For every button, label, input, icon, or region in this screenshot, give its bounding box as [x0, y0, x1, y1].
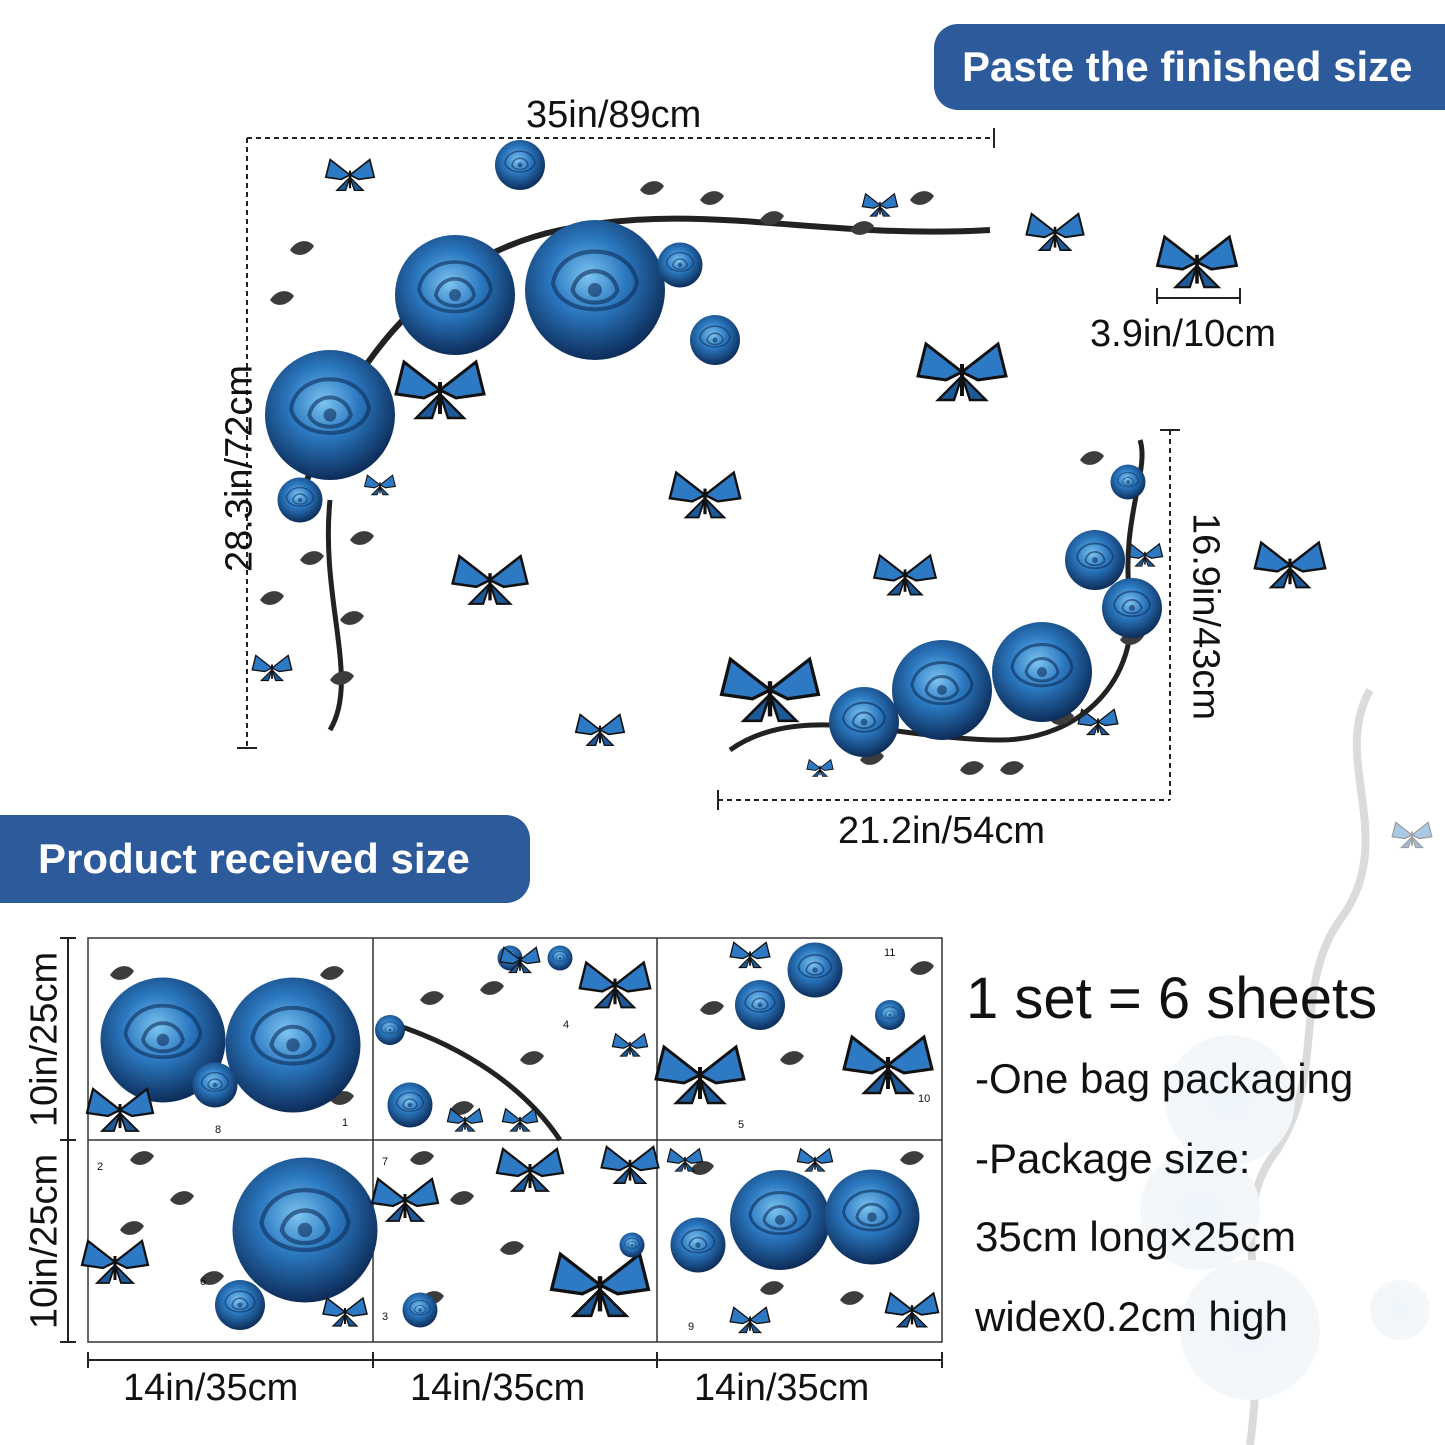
package-dims-line-2: widex0.2cm high	[975, 1293, 1288, 1340]
swag-rose-vine	[722, 439, 1163, 775]
sheet-col-width: 14in/35cm	[410, 1367, 586, 1409]
sheet-number: 9	[688, 1321, 694, 1333]
sheet-number: 1	[342, 1117, 348, 1129]
finished-size-banner-label: Paste the finished size	[962, 43, 1413, 90]
bag-packaging-text: -One bag packaging	[975, 1055, 1354, 1102]
sheet-number: 7	[382, 1156, 388, 1168]
received-size-banner: Product received size	[0, 815, 530, 903]
sheet-number: 6	[200, 1276, 206, 1288]
package-dims-line-1: 35cm long×25cm	[975, 1213, 1297, 1260]
butterfly-width-label: 3.9in/10cm	[1090, 313, 1276, 355]
sheet-col-width: 14in/35cm	[694, 1367, 870, 1409]
sheet-row-height-top: 10in/25cm	[23, 951, 66, 1128]
sheet-number: 10	[918, 1093, 930, 1105]
corner-rose-vine	[260, 139, 991, 732]
swag-height-label: 16.9in/43cm	[1184, 512, 1227, 720]
sheet-number: 4	[563, 1019, 569, 1031]
sheets-grid	[80, 937, 943, 1343]
sheet-number: 8	[215, 1124, 221, 1136]
package-size-label: -Package size:	[975, 1135, 1251, 1182]
background-vine	[1140, 688, 1430, 1445]
finished-size-banner: Paste the finished size	[934, 24, 1445, 110]
sheet-number-labels: 8 1 4 11 5 10 2 6 7 3 9	[97, 947, 930, 1333]
sheet-row-height-bottom: 10in/25cm	[23, 1153, 66, 1330]
sheet-number: 2	[97, 1161, 103, 1173]
swag-width-label: 21.2in/54cm	[838, 810, 1046, 852]
received-size-banner-label: Product received size	[38, 835, 470, 882]
corner-height-label: 28.3in/72cm	[218, 365, 261, 573]
corner-width-label: 35in/89cm	[526, 94, 702, 136]
sheet-col-width: 14in/35cm	[123, 1367, 299, 1409]
corner-dimension-lines	[60, 128, 1241, 1368]
sheet-number: 5	[738, 1119, 744, 1131]
set-count-heading: 1 set = 6 sheets	[966, 966, 1378, 1031]
sheet-number: 3	[382, 1311, 388, 1323]
sheet-number: 11	[884, 947, 895, 959]
